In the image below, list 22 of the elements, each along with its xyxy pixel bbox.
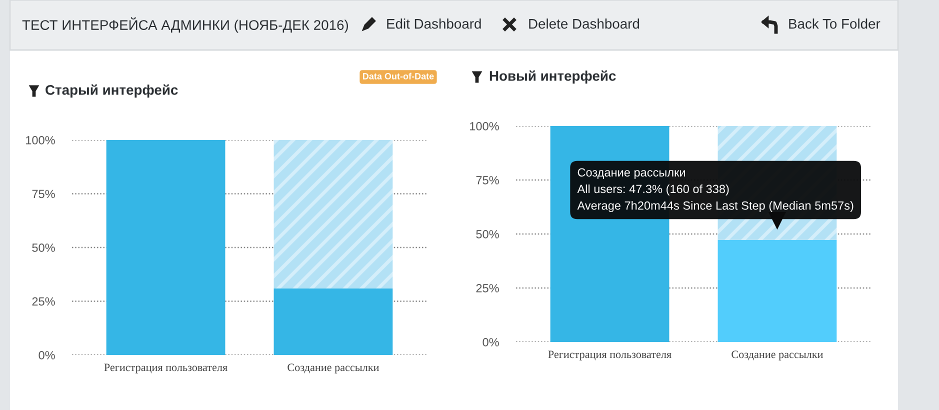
chart-title: Новый интерфейс (490, 70, 616, 84)
y-tick-label: 25% (32, 297, 55, 306)
x-tick-label: Регистрация пользователя (104, 364, 228, 374)
y-tick-label: 75% (476, 176, 499, 184)
x-tick-label: Регистрация пользователя (548, 350, 672, 360)
y-tick-label: 100% (26, 136, 55, 144)
text: Delete Dashboard (529, 18, 640, 29)
y-tick-label: 50% (32, 244, 55, 252)
y-tick-label: 0% (38, 351, 55, 360)
text: Back To Folder (789, 18, 880, 29)
text: ТЕСТ ИНТЕРФЕЙСА АДМИНКИ (НОЯБ-ДЕК 2016) (22, 17, 348, 33)
annotation: Создание рассылки All users: 47.3% (160 of 338) Average 7h20m44s Since Last Step (Median 5m57s) (577, 168, 854, 212)
x-tick-label: Создание рассылки (732, 350, 823, 360)
y-tick-label: 0% (482, 338, 499, 346)
chart-title: Старый интерфейс (46, 84, 178, 98)
text: Edit Dashboard (387, 18, 481, 29)
y-tick-label: 50% (476, 230, 499, 238)
x-tick-label: Создание рассылки (288, 364, 379, 374)
y-tick-label: 100% (470, 122, 499, 130)
y-tick-label: 75% (32, 190, 55, 198)
y-tick-label: 25% (476, 284, 499, 292)
text: Data Out-of-Date (362, 72, 434, 80)
